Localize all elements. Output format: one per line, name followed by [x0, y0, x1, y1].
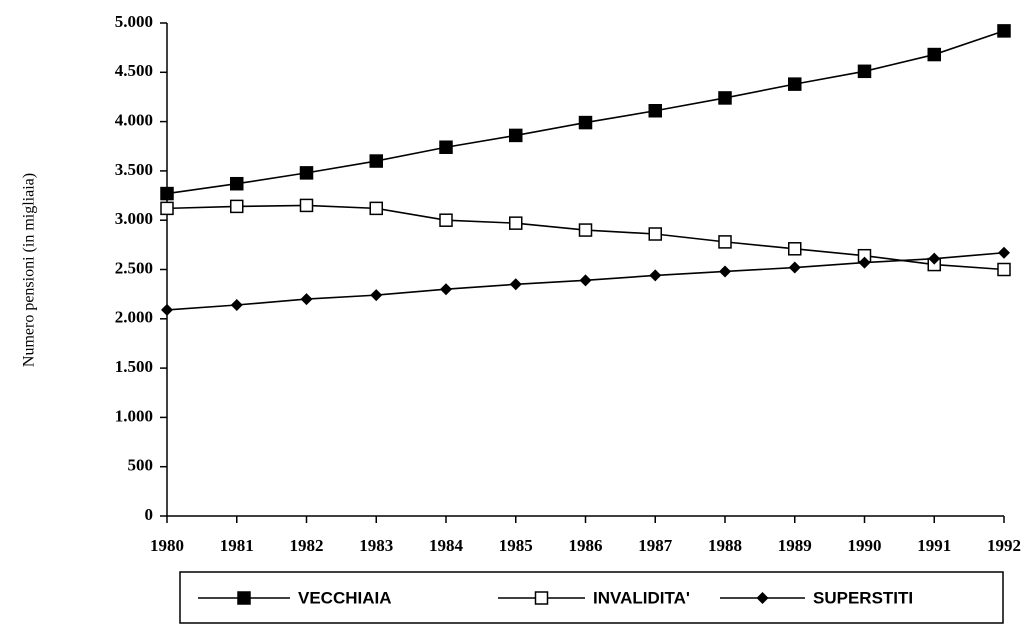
marker	[648, 104, 662, 118]
marker	[718, 235, 732, 249]
series-line	[166, 30, 1005, 195]
marker	[578, 223, 593, 237]
marker	[299, 198, 314, 213]
y-tick-label: 2.500	[115, 258, 153, 277]
y-tick-label: 4.500	[115, 61, 153, 80]
marker	[788, 77, 802, 91]
legend-box	[179, 571, 1004, 624]
x-tick-label: 1989	[778, 536, 812, 555]
marker	[369, 154, 383, 168]
legend-label: INVALIDITA'	[593, 588, 690, 607]
marker	[509, 216, 523, 230]
y-tick-label: 0	[145, 505, 154, 524]
marker	[718, 91, 732, 105]
y-tick-label: 1.000	[115, 406, 153, 425]
marker	[534, 591, 549, 605]
x-tick-label: 1988	[708, 536, 742, 555]
marker	[997, 24, 1011, 38]
marker	[369, 201, 383, 216]
marker	[509, 128, 523, 143]
x-tick-label: 1982	[290, 536, 324, 555]
marker	[160, 186, 174, 201]
x-tick-label: 1987	[638, 536, 673, 555]
marker	[509, 278, 522, 291]
x-tick-label: 1981	[220, 536, 254, 555]
marker	[160, 201, 174, 216]
marker	[230, 176, 244, 191]
legend-label: SUPERSTITI	[813, 588, 913, 607]
y-tick-label: 4.000	[115, 111, 153, 130]
marker	[579, 274, 592, 287]
marker	[370, 289, 383, 302]
marker	[230, 298, 243, 311]
marker	[439, 140, 453, 154]
y-tick-label: 5.000	[115, 12, 153, 31]
marker	[857, 64, 872, 79]
marker	[788, 242, 802, 256]
marker	[998, 246, 1010, 259]
marker	[927, 47, 941, 62]
x-tick-label: 1980	[150, 536, 184, 555]
marker	[300, 293, 313, 306]
marker	[161, 303, 173, 316]
marker	[756, 592, 769, 604]
y-tick-label: 1.500	[115, 357, 153, 376]
series-line	[166, 204, 1005, 271]
x-tick-label: 1983	[359, 536, 393, 555]
x-tick-label: 1986	[569, 536, 603, 555]
marker	[649, 269, 662, 282]
marker	[648, 227, 662, 241]
x-tick-label: 1985	[499, 536, 533, 555]
legend-label: VECCHIAIA	[298, 588, 392, 607]
marker	[928, 252, 941, 265]
x-tick-label: 1990	[848, 536, 882, 555]
marker	[858, 256, 871, 269]
x-tick-label: 1984	[429, 536, 464, 555]
x-tick-label: 1992	[987, 536, 1021, 555]
marker	[788, 261, 801, 274]
y-tick-label: 500	[128, 456, 154, 475]
x-tick-label: 1991	[917, 536, 951, 555]
y-tick-label: 2.000	[115, 308, 153, 327]
y-tick-label: 3.000	[115, 209, 153, 228]
marker	[439, 213, 453, 227]
y-tick-label: 3.500	[115, 160, 153, 179]
marker	[578, 115, 593, 130]
marker	[237, 591, 251, 605]
marker	[719, 265, 731, 278]
marker	[997, 262, 1011, 277]
marker	[440, 283, 452, 296]
y-axis-label: Numero pensioni (in migliaia)	[21, 173, 38, 367]
marker	[230, 199, 244, 214]
marker	[299, 166, 314, 180]
